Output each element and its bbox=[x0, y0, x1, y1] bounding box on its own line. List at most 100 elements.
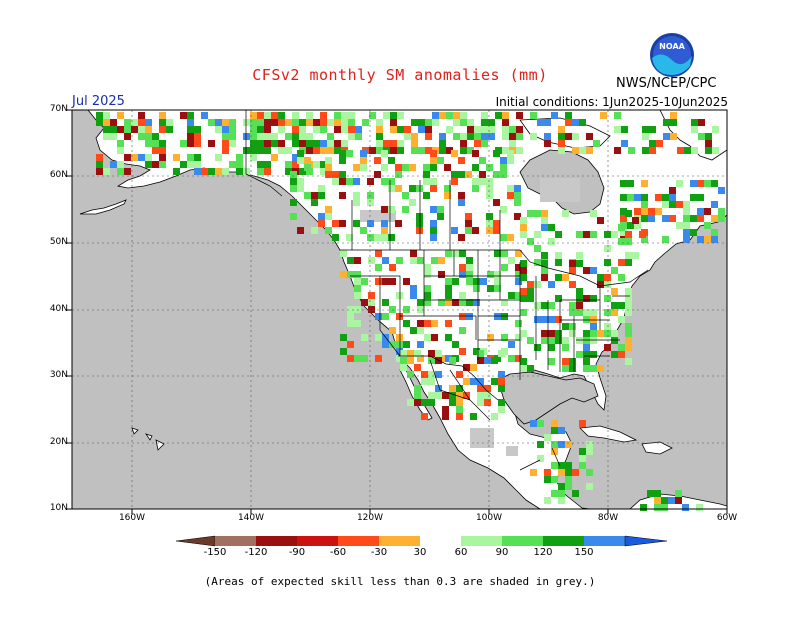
anomaly-cell bbox=[138, 126, 145, 133]
anomaly-cell bbox=[541, 302, 548, 309]
anomaly-cell bbox=[486, 178, 493, 185]
anomaly-cell bbox=[541, 330, 548, 337]
anomaly-cell bbox=[648, 208, 655, 215]
anomaly-cell bbox=[590, 365, 597, 372]
anomaly-cell bbox=[445, 285, 452, 292]
anomaly-cell bbox=[493, 220, 500, 227]
anomaly-cell bbox=[446, 112, 453, 119]
anomaly-cell bbox=[662, 201, 669, 208]
anomaly-cell bbox=[409, 185, 416, 192]
anomaly-cell bbox=[180, 112, 187, 119]
anomaly-cell bbox=[417, 355, 424, 362]
anomaly-cell bbox=[488, 119, 495, 126]
anomaly-cell bbox=[640, 504, 647, 511]
anomaly-cell bbox=[583, 365, 590, 372]
anomaly-cell bbox=[562, 210, 569, 217]
anomaly-cell bbox=[625, 252, 632, 259]
anomaly-cell bbox=[423, 164, 430, 171]
anomaly-cell bbox=[663, 119, 670, 126]
anomaly-cell bbox=[292, 140, 299, 147]
anomaly-cell bbox=[430, 178, 437, 185]
anomaly-cell bbox=[243, 133, 250, 140]
anomaly-cell bbox=[306, 119, 313, 126]
anomaly-cell bbox=[445, 299, 452, 306]
anomaly-cell bbox=[530, 469, 537, 476]
anomaly-cell bbox=[138, 133, 145, 140]
anomaly-cell bbox=[481, 140, 488, 147]
lon-label-60w: 60W bbox=[716, 513, 738, 523]
anomaly-cell bbox=[430, 227, 437, 234]
anomaly-cell bbox=[131, 154, 138, 161]
anomaly-cell bbox=[431, 257, 438, 264]
anomaly-cell bbox=[389, 327, 396, 334]
anomaly-cell bbox=[306, 133, 313, 140]
anomaly-cell bbox=[376, 133, 383, 140]
anomaly-cell bbox=[285, 168, 292, 175]
anomaly-cell bbox=[655, 208, 662, 215]
anomaly-cell bbox=[565, 483, 572, 490]
anomaly-cell bbox=[520, 365, 527, 372]
central-america-lines bbox=[519, 447, 561, 471]
anomaly-cell bbox=[340, 348, 347, 355]
agency-label: NWS/NCEP/CPC bbox=[616, 76, 717, 91]
anomaly-cell bbox=[222, 119, 229, 126]
anomaly-cell bbox=[590, 323, 597, 330]
anomaly-cell bbox=[558, 469, 565, 476]
anomaly-cell bbox=[520, 217, 527, 224]
anomaly-cell bbox=[558, 497, 565, 504]
anomaly-cell bbox=[611, 351, 618, 358]
anomaly-cell bbox=[215, 119, 222, 126]
anomaly-cell bbox=[597, 281, 604, 288]
anomaly-cell bbox=[500, 206, 507, 213]
anomaly-cell bbox=[479, 171, 486, 178]
anomaly-cell bbox=[421, 413, 428, 420]
anomaly-cell bbox=[339, 178, 346, 185]
anomaly-cell bbox=[407, 371, 414, 378]
anomaly-cell bbox=[313, 161, 320, 168]
anomaly-cell bbox=[683, 222, 690, 229]
lon-label-100w: 100W bbox=[475, 513, 503, 523]
anomaly-cell bbox=[583, 267, 590, 274]
anomaly-cell bbox=[620, 229, 627, 236]
anomaly-cell bbox=[530, 112, 537, 119]
anomaly-cell bbox=[516, 112, 523, 119]
anomaly-cell bbox=[627, 180, 634, 187]
anomaly-cell bbox=[297, 157, 304, 164]
anomaly-cell bbox=[459, 299, 466, 306]
anomaly-cell bbox=[551, 490, 558, 497]
anomaly-cell bbox=[439, 147, 446, 154]
anomaly-cell bbox=[597, 217, 604, 224]
anomaly-cell bbox=[397, 112, 404, 119]
anomaly-cell bbox=[376, 147, 383, 154]
anomaly-cell bbox=[487, 271, 494, 278]
anomaly-cell bbox=[187, 140, 194, 147]
anomaly-cell bbox=[381, 178, 388, 185]
anomaly-cell bbox=[520, 260, 527, 267]
anomaly-cell bbox=[697, 194, 704, 201]
anomaly-cell bbox=[381, 220, 388, 227]
colorbar-label: 60 bbox=[454, 547, 468, 558]
anomaly-cell bbox=[376, 119, 383, 126]
anomaly-cell bbox=[481, 133, 488, 140]
axis-ticks bbox=[66, 109, 728, 514]
anomaly-cell bbox=[346, 178, 353, 185]
anomaly-cell bbox=[625, 337, 632, 344]
anomaly-cell bbox=[641, 201, 648, 208]
anomaly-cell bbox=[654, 497, 661, 504]
anomaly-cell bbox=[397, 126, 404, 133]
anomaly-cell bbox=[375, 250, 382, 257]
anomaly-cell bbox=[684, 147, 691, 154]
anomaly-cell bbox=[430, 220, 437, 227]
anomaly-cell bbox=[625, 288, 632, 295]
anomaly-cell bbox=[527, 337, 534, 344]
anomaly-cell bbox=[472, 178, 479, 185]
anomaly-cell bbox=[361, 299, 368, 306]
anomaly-cell bbox=[611, 330, 618, 337]
anomaly-cell bbox=[290, 171, 297, 178]
colorbar-swatch bbox=[338, 536, 379, 546]
anomaly-cell bbox=[194, 168, 201, 175]
anomaly-cell bbox=[264, 147, 271, 154]
anomaly-cell bbox=[410, 327, 417, 334]
anomaly-cell bbox=[579, 420, 586, 427]
